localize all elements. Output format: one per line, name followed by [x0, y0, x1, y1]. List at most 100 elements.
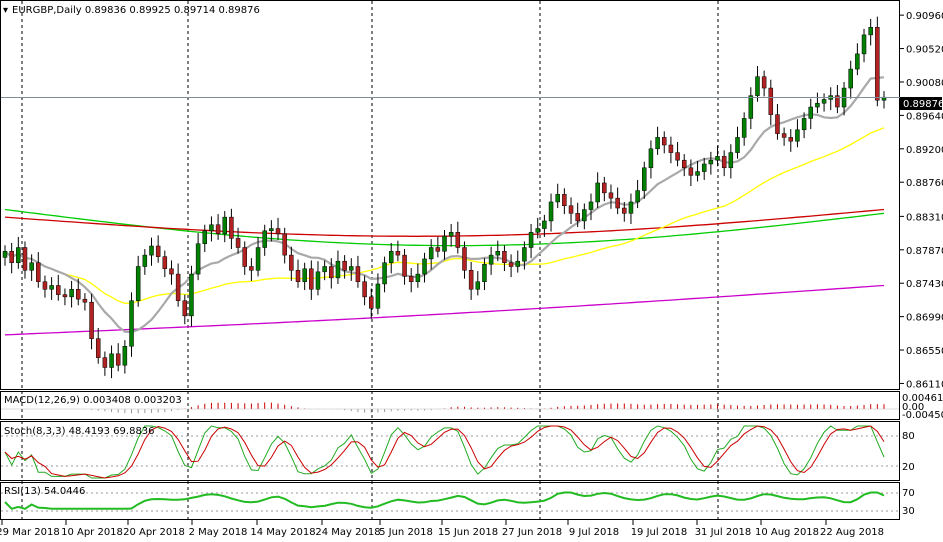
bear-candle	[162, 256, 168, 270]
bull-candle	[302, 268, 307, 282]
stoch-header: Stoch(8,3,3) 48.4193 69.8836	[4, 426, 155, 437]
bear-candle	[575, 213, 580, 222]
macd-axis-bot: -0.004509	[902, 410, 943, 421]
bear-candle	[282, 233, 287, 256]
bear-candle	[295, 270, 301, 282]
bull-candle	[475, 281, 481, 290]
macd-header: MACD(12,26,9) 0.003408 0.003203	[4, 395, 182, 406]
bear-candle	[289, 254, 294, 271]
bear-candle	[275, 228, 281, 235]
bull-candle	[315, 271, 321, 290]
bull-candle	[69, 289, 74, 298]
bear-candle	[462, 247, 467, 271]
bull-candle	[635, 190, 640, 203]
bull-candle	[801, 118, 807, 131]
bull-candle	[588, 201, 594, 210]
bull-candle	[595, 182, 600, 203]
bull-candle	[375, 283, 381, 309]
bull-candle	[2, 251, 8, 258]
bull-candle	[628, 201, 634, 214]
bear-candle	[568, 205, 574, 214]
bull-candle	[149, 245, 154, 256]
price-tick-label: 0.86110	[906, 379, 943, 390]
rsi-panel	[0, 482, 900, 520]
date-label: 24 May 2018	[315, 527, 380, 538]
bear-candle	[455, 232, 461, 248]
bear-candle	[42, 281, 48, 290]
bull-candle	[741, 118, 747, 138]
rsi-main-line	[4, 491, 885, 510]
bull-candle	[209, 224, 214, 232]
bear-candle	[788, 137, 794, 142]
bear-candle	[82, 298, 88, 303]
bull-candle	[861, 34, 867, 55]
bear-candle	[395, 251, 401, 256]
bear-candle	[668, 144, 674, 153]
bull-candle	[695, 171, 700, 176]
bear-candle	[435, 247, 441, 252]
macd-axis-top: 0.004619	[902, 393, 943, 404]
bull-candle	[202, 230, 208, 244]
bull-candle	[548, 201, 554, 222]
bull-candle	[49, 285, 54, 290]
bull-candle	[848, 68, 853, 89]
bull-candle	[855, 53, 860, 70]
bear-candle	[602, 182, 607, 194]
bull-candle	[535, 228, 540, 233]
bull-candle	[255, 247, 261, 271]
bull-candle	[129, 300, 134, 347]
bear-candle	[768, 87, 774, 115]
date-label: 10 Aug 2018	[755, 527, 819, 538]
date-label: 31 Jul 2018	[695, 527, 752, 538]
date-label: 9 Jul 2018	[569, 527, 619, 538]
bull-candle	[728, 152, 734, 169]
bull-candle	[382, 262, 387, 285]
bull-candle	[642, 167, 647, 191]
bear-candle	[615, 197, 620, 209]
stoch-signal-line	[4, 425, 885, 479]
bear-candle	[408, 276, 414, 282]
date-label: 5 Jun 2018	[379, 527, 433, 538]
bear-candle	[22, 247, 28, 271]
bear-candle	[102, 357, 108, 368]
date-axis: 29 Mar 2018 10 Apr 2018 20 Apr 2018 2 May 2…	[0, 520, 884, 538]
candlesticks	[2, 16, 887, 379]
bull-candle	[222, 216, 227, 235]
bull-candle	[415, 273, 421, 282]
bear-candle	[76, 289, 81, 300]
date-label: 29 Mar 2018	[0, 527, 60, 538]
rsi-axis-30: 30	[902, 506, 915, 517]
date-label: 10 Apr 2018	[61, 527, 123, 538]
bull-candle	[582, 209, 587, 222]
bull-candle	[555, 194, 560, 203]
bear-candle	[721, 156, 727, 169]
bull-candle	[349, 266, 354, 271]
bull-candle	[648, 148, 654, 169]
bear-candle	[608, 192, 614, 199]
bull-candle	[808, 106, 813, 119]
bear-candle	[89, 301, 94, 339]
bull-candle	[542, 220, 547, 229]
bull-candle	[269, 228, 274, 232]
ma-40-line	[4, 127, 885, 304]
bull-candle	[29, 262, 34, 271]
stochastic-lines	[4, 425, 885, 479]
bull-candle	[482, 263, 487, 282]
bull-candle	[135, 266, 141, 301]
bear-candle	[215, 224, 221, 235]
bull-candle	[142, 254, 148, 267]
bull-candle	[868, 27, 873, 36]
bear-candle	[155, 245, 161, 257]
ma-200-line	[4, 284, 885, 336]
stoch-axis-20: 20	[902, 462, 915, 473]
bear-candle	[681, 159, 687, 169]
bear-candle	[169, 268, 174, 275]
bear-candle	[62, 294, 68, 298]
date-label: 2 May 2018	[189, 527, 248, 538]
bear-candle	[369, 296, 374, 309]
